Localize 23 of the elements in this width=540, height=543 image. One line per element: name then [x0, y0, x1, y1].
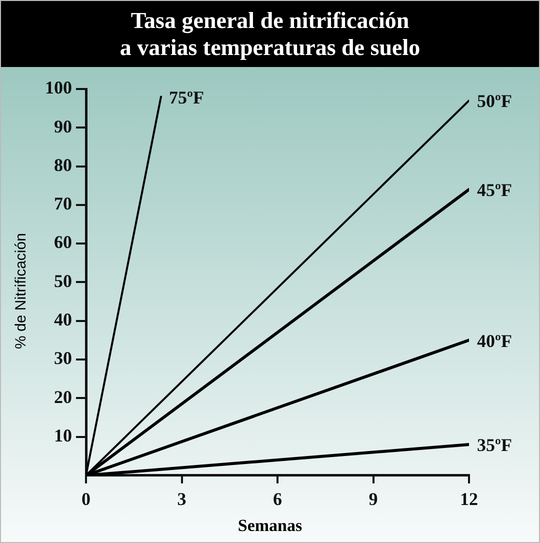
- y-axis-title: % de Nitrificación: [12, 233, 30, 349]
- y-tick-label: 30: [54, 348, 72, 368]
- y-tick-label: 10: [54, 425, 72, 446]
- y-tick-label: 80: [54, 154, 72, 175]
- y-tick-label: 40: [54, 309, 72, 330]
- y-tick-label: 50: [54, 270, 72, 291]
- series-label: 40ºF: [477, 330, 512, 351]
- x-tick-label: 3: [177, 488, 186, 509]
- series-label: 45ºF: [477, 180, 512, 200]
- series-label: 75ºF: [169, 87, 204, 108]
- y-tick-label: 60: [54, 232, 72, 252]
- x-tick-label: 9: [368, 488, 378, 509]
- y-tick-label: 90: [54, 116, 72, 136]
- x-tick-label: 6: [273, 488, 282, 509]
- series-label: 35ºF: [477, 435, 512, 456]
- y-tick-label: 20: [54, 386, 72, 407]
- y-tick-label: 70: [54, 194, 72, 214]
- series-label: 50ºF: [477, 91, 512, 112]
- x-tick-label: 0: [82, 488, 90, 509]
- chart-title: Tasa general de nitrificación a varias temperaturas de suelo: [1, 1, 539, 67]
- y-tick-label: 100: [45, 78, 72, 98]
- x-tick-label: 12: [460, 488, 478, 509]
- x-axis-title: Semanas: [236, 516, 304, 536]
